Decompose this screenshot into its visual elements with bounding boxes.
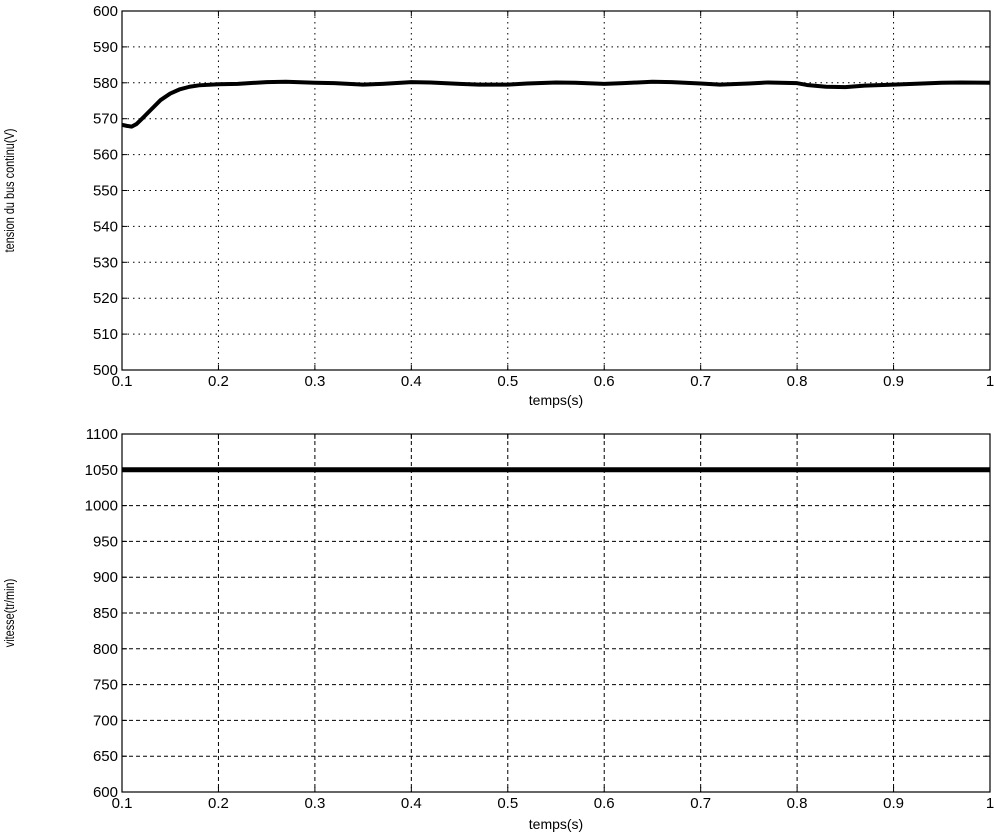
- x-tick-label: 0.9: [883, 795, 904, 812]
- x-tick-label: 0.5: [497, 795, 518, 812]
- x-tick-label: 0.1: [112, 373, 133, 390]
- y-tick-label: 900: [93, 569, 118, 586]
- x-tick-label: 0.7: [690, 373, 711, 390]
- ticks: 0.1 0.2 0.3 0.4 0.5 0.6 0.7 0.8 0.9 1 500 510 520 530…: [93, 3, 994, 390]
- x-tick-label: 0.9: [883, 373, 904, 390]
- x-tick-label: 0.4: [401, 373, 422, 390]
- x-tick-label: 0.4: [401, 795, 422, 812]
- y-tick-label: 530: [93, 254, 118, 271]
- x-tick-label: 0.5: [497, 373, 518, 390]
- y-tick-label: 590: [93, 39, 118, 56]
- y-tick-label: 750: [93, 677, 118, 694]
- y-axis-label: vitesse(tr/min): [2, 579, 18, 648]
- y-tick-label: 540: [93, 218, 118, 235]
- y-axis-label: tension du bus continu(V): [2, 129, 18, 253]
- x-axis-label: temps(s): [529, 392, 583, 408]
- y-tick-label: 1100: [86, 426, 118, 443]
- y-tick-label: 520: [93, 290, 118, 307]
- x-axis-label: temps(s): [529, 816, 583, 832]
- y-tick-label: 1000: [85, 498, 118, 515]
- chart-speed: 0.1 0.2 0.3 0.4 0.5 0.6 0.7 0.8 0.9 1 600 650 700 750…: [2, 426, 994, 832]
- y-tick-label: 500: [93, 362, 118, 379]
- y-tick-label: 600: [93, 3, 118, 20]
- y-tick-label: 600: [93, 784, 118, 801]
- x-tick-label: 0.6: [594, 795, 615, 812]
- y-tick-label: 950: [93, 533, 118, 550]
- y-tick-label: 800: [93, 641, 118, 658]
- y-tick-label: 650: [93, 748, 118, 765]
- y-tick-label: 1050: [85, 462, 118, 479]
- y-tick-label: 850: [93, 605, 118, 622]
- chart-dc-bus-voltage: 0.1 0.2 0.3 0.4 0.5 0.6 0.7 0.8 0.9 1 500 510 520 530…: [2, 3, 994, 408]
- x-tick-label: 0.8: [787, 795, 808, 812]
- y-tick-label: 510: [93, 326, 118, 343]
- x-tick-label: 0.6: [594, 373, 615, 390]
- x-tick-label: 1: [986, 373, 994, 390]
- x-tick-label: 0.7: [690, 795, 711, 812]
- x-tick-label: 0.3: [304, 795, 325, 812]
- y-tick-label: 570: [93, 111, 118, 128]
- y-tick-label: 580: [93, 75, 118, 92]
- x-tick-label: 0.1: [112, 795, 133, 812]
- y-tick-label: 700: [93, 712, 118, 729]
- x-tick-label: 1: [986, 795, 994, 812]
- x-tick-label: 0.3: [304, 373, 325, 390]
- series-line: [121, 79, 991, 129]
- series-group: [121, 79, 991, 129]
- y-tick-label: 550: [93, 183, 118, 200]
- y-tick-label: 560: [93, 147, 118, 164]
- x-tick-label: 0.2: [208, 373, 229, 390]
- plot-area: [121, 10, 991, 371]
- ticks: 0.1 0.2 0.3 0.4 0.5 0.6 0.7 0.8 0.9 1 600 650 700 750…: [85, 426, 994, 812]
- x-tick-label: 0.8: [787, 373, 808, 390]
- x-tick-label: 0.2: [208, 795, 229, 812]
